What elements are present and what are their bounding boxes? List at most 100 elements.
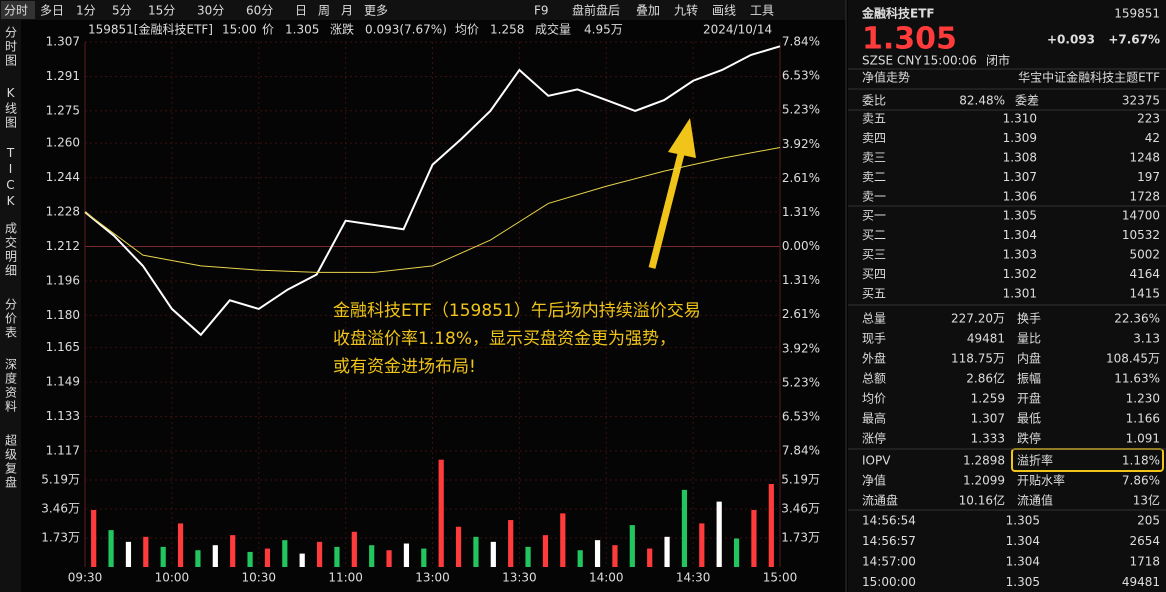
y-tick-label: 1.149 [46, 375, 80, 389]
quote-panel [848, 0, 1166, 592]
volume-bar [299, 553, 305, 567]
volume-bar [699, 523, 705, 567]
toolbar-tab[interactable]: 周 [318, 4, 330, 18]
stat-value: 1.230 [1126, 392, 1160, 406]
stat-value: 2.86亿 [966, 371, 1005, 386]
header-price: 1.305 [285, 23, 319, 37]
y-tick-label: 1.165 [46, 340, 80, 354]
toolbar-tab[interactable]: 日 [295, 4, 307, 18]
sidebar-tab[interactable]: 成交明细 [4, 222, 18, 278]
trade-price: 1.304 [1006, 534, 1040, 548]
book-price: 1.303 [1003, 248, 1037, 262]
meta: 15:00:06 [923, 54, 977, 68]
toolbar-tab[interactable]: 月 [341, 4, 353, 18]
trade-price: 1.305 [1006, 575, 1040, 589]
toolbar-tab[interactable]: 1分 [76, 4, 96, 18]
stat-value: 1.307 [971, 412, 1005, 426]
y2-tick-label: 6.53% [782, 409, 820, 423]
stat-label: 均价 [862, 392, 886, 406]
value: 82.48% [959, 94, 1005, 108]
volume-bar [716, 501, 722, 567]
stat-label: 跌停 [1017, 431, 1041, 446]
stat-value: 1.333 [971, 432, 1005, 446]
stat-label: 内盘 [1017, 351, 1041, 366]
trade-time: 15:00:00 [862, 575, 916, 589]
toolbar-tab[interactable]: 5分 [112, 4, 132, 18]
y-tick-label: 1.275 [46, 103, 80, 117]
stat-value: 1.2898 [963, 454, 1005, 468]
toolbar-button[interactable]: F9 [534, 4, 549, 18]
volume-tick-label: 5.19万 [781, 472, 820, 486]
volume-tick-label: 3.46万 [781, 501, 820, 515]
book-price: 1.301 [1003, 287, 1037, 301]
volume-bar [369, 545, 375, 567]
book-label: 卖五 [862, 112, 886, 126]
book-label: 买二 [862, 228, 886, 242]
toolbar-tab[interactable]: 15分 [148, 4, 175, 18]
toolbar-tab[interactable]: 30分 [197, 4, 224, 18]
toolbar [0, 0, 846, 20]
x-tick-label: 09:30 [68, 571, 103, 585]
volume-bar [768, 484, 774, 567]
toolbar-button[interactable]: 画线 [712, 4, 736, 18]
y2-tick-label: 7.84% [782, 35, 820, 49]
toolbar-button[interactable]: 九转 [674, 3, 698, 18]
tab[interactable]: 华宝中证金融科技主题ETF [1018, 70, 1160, 85]
volume-bar [508, 520, 514, 567]
book-price: 1.307 [1003, 170, 1037, 184]
volume-bar [612, 545, 618, 567]
y-tick-label: 1.117 [46, 444, 80, 458]
header-time: 15:00 [222, 23, 257, 37]
stat-value: 1.259 [971, 392, 1005, 406]
book-label: 买三 [862, 248, 886, 262]
sidebar-tab[interactable]: 超级复盘 [4, 433, 18, 490]
volume-bar [282, 540, 288, 567]
stat-value: 1.091 [1126, 432, 1160, 446]
stat-label: 最低 [1017, 412, 1041, 426]
volume-tick-label: 1.73万 [41, 530, 80, 544]
volume-bar [664, 536, 670, 567]
volume-tick-label: 1.73万 [781, 530, 820, 544]
y-tick-label: 1.307 [46, 35, 80, 49]
volume-bar [125, 541, 132, 567]
sidebar-tab[interactable]: K线图 [4, 86, 18, 130]
toolbar-tab[interactable]: 多日 [40, 4, 64, 18]
stat-label: 总额 [862, 372, 886, 386]
volume-bar [733, 538, 740, 567]
volume-bar [525, 546, 531, 567]
volume-bar [560, 513, 566, 567]
book-label: 卖一 [862, 190, 886, 204]
toolbar-button[interactable]: 叠加 [636, 4, 660, 18]
annotation: 或有资金进场布局! [333, 357, 476, 377]
volume-bar [247, 551, 253, 567]
book-label: 卖二 [862, 170, 886, 184]
sidebar-tab[interactable]: 分价表 [4, 298, 18, 340]
toolbar-button[interactable]: 工具 [750, 4, 774, 18]
sidebar-tab[interactable]: 深度资料 [4, 358, 18, 414]
x-tick-label: 14:00 [589, 571, 624, 585]
y-tick-label: 1.291 [46, 69, 80, 83]
tab[interactable]: 净值走势 [862, 70, 910, 85]
toolbar-button[interactable]: 盘前盘后 [572, 3, 620, 18]
stat-label: 流通值 [1017, 493, 1053, 508]
sidebar-tab[interactable]: 分时图 [4, 26, 18, 68]
stock-name: 金融科技ETF [861, 6, 935, 21]
stat-value: 22.36% [1114, 312, 1160, 326]
volume-bar [230, 535, 236, 567]
toolbar-tab[interactable]: 更多 [364, 4, 388, 18]
arrow-shaft [648, 149, 686, 269]
book-price: 1.306 [1003, 190, 1037, 204]
y2-tick-label: 7.84% [782, 444, 820, 458]
volume-bar [455, 526, 462, 567]
book-volume: 1728 [1129, 190, 1160, 204]
arrow [648, 118, 696, 269]
toolbar-tab[interactable]: 60分 [246, 4, 273, 18]
volume-bar [473, 536, 479, 567]
volume-bar [351, 531, 357, 567]
sidebar-tab[interactable]: TICK [4, 146, 18, 210]
x-tick-label: 13:00 [415, 571, 450, 585]
stat-value: 1.2099 [963, 474, 1005, 488]
toolbar-tab[interactable]: 分时 [4, 4, 28, 18]
change: +0.093 [1047, 33, 1095, 47]
